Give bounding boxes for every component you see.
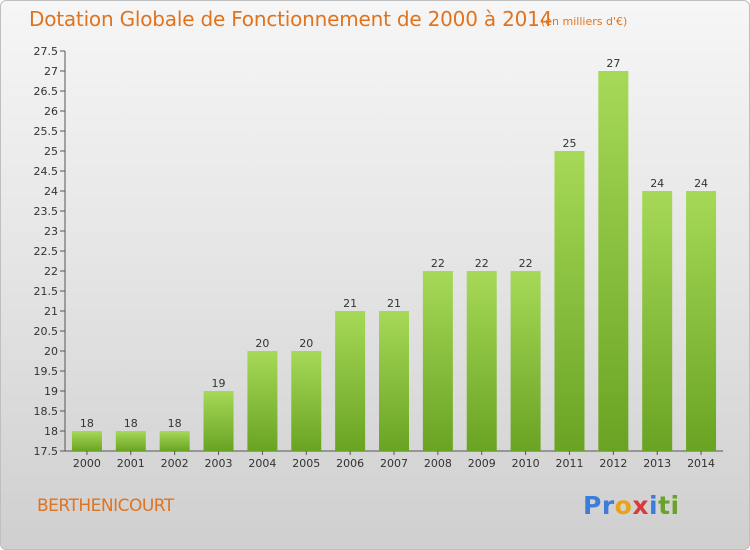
bar-value-label: 24: [694, 177, 708, 190]
y-tick-label: 18.5: [34, 405, 59, 418]
chart-subtitle: (en milliers d'€): [541, 15, 628, 28]
bar: [291, 351, 322, 451]
x-tick-label: 2007: [380, 457, 408, 470]
bar-value-label: 27: [606, 57, 620, 70]
y-tick-label: 24.5: [34, 165, 59, 178]
x-tick-label: 2011: [555, 457, 583, 470]
x-tick-label: 2013: [643, 457, 671, 470]
y-tick-label: 21.5: [34, 285, 59, 298]
bar-value-label: 21: [387, 297, 401, 310]
bar: [642, 191, 673, 451]
y-tick-label: 27.5: [34, 45, 59, 58]
bar: [554, 151, 585, 451]
y-tick-label: 17.5: [34, 445, 59, 458]
bar: [379, 311, 409, 451]
x-tick-label: 2005: [292, 457, 320, 470]
bar: [335, 311, 366, 451]
bar-value-label: 22: [431, 257, 445, 270]
bar-value-label: 18: [124, 417, 138, 430]
y-tick-label: 18: [44, 425, 58, 438]
x-tick-label: 2010: [512, 457, 540, 470]
bar: [247, 351, 278, 451]
y-tick-label: 22.5: [34, 245, 59, 258]
y-tick-label: 22: [44, 265, 58, 278]
bar-value-label: 19: [212, 377, 226, 390]
y-tick-label: 24: [44, 185, 58, 198]
bar-value-label: 22: [519, 257, 533, 270]
y-tick-label: 21: [44, 305, 58, 318]
logo-letter: i: [670, 491, 680, 520]
bar-value-label: 20: [255, 337, 269, 350]
bar: [203, 391, 234, 451]
x-tick-label: 2004: [248, 457, 276, 470]
bar-value-label: 24: [650, 177, 664, 190]
x-tick-label: 2001: [117, 457, 145, 470]
bar: [466, 271, 497, 451]
x-tick-label: 2014: [687, 457, 715, 470]
data-labels: 18 18 18 19 20 20 21 21 22 22 22 25 27 24 24: [80, 57, 708, 430]
bar: [598, 71, 629, 451]
bar-value-label: 25: [562, 137, 576, 150]
x-tick-label: 2000: [73, 457, 101, 470]
y-tick-label: 26.5: [34, 85, 59, 98]
bar-value-label: 18: [168, 417, 182, 430]
logo-letter: t: [658, 491, 671, 520]
y-tick-label: 25: [44, 145, 58, 158]
y-tick-label: 23.5: [34, 205, 59, 218]
y-tick-label: 19: [44, 385, 58, 398]
y-tick-label: 20.5: [34, 325, 59, 338]
bar: [510, 271, 541, 451]
bar-value-label: 18: [80, 417, 94, 430]
logo-letter: o: [614, 491, 633, 520]
bar: [159, 431, 190, 451]
x-tick-label: 2009: [468, 457, 496, 470]
x-tick-label: 2006: [336, 457, 364, 470]
bar-value-label: 21: [343, 297, 357, 310]
bar: [422, 271, 453, 451]
y-tick-label: 19.5: [34, 365, 59, 378]
bar: [686, 191, 717, 451]
y-tick-label: 20: [44, 345, 58, 358]
bar: [71, 431, 102, 451]
axes: 17.5 18 18.5 19 19.5 20 20.5 21 21.5 22 22.5 23 23.5…: [34, 45, 723, 470]
x-tick-label: 2012: [599, 457, 627, 470]
y-tick-label: 23: [44, 225, 58, 238]
y-tick-label: 27: [44, 65, 58, 78]
logo-letter: P: [583, 491, 602, 520]
logo-letter: i: [649, 491, 659, 520]
logo-letter: x: [632, 491, 649, 520]
chart-title: Dotation Globale de Fonctionnement de 20…: [29, 7, 553, 31]
x-tick-label: 2003: [205, 457, 233, 470]
x-tick-label: 2002: [161, 457, 189, 470]
bars: [71, 71, 717, 451]
bar-value-label: 20: [299, 337, 313, 350]
bar-value-label: 22: [475, 257, 489, 270]
commune-name: BERTHENICOURT: [37, 496, 174, 516]
x-tick-label: 2008: [424, 457, 452, 470]
y-tick-label: 25.5: [34, 125, 59, 138]
bar: [115, 431, 146, 451]
proxiti-logo: Proxiti: [583, 491, 680, 520]
y-tick-label: 26: [44, 105, 58, 118]
logo-letter: r: [601, 491, 615, 520]
